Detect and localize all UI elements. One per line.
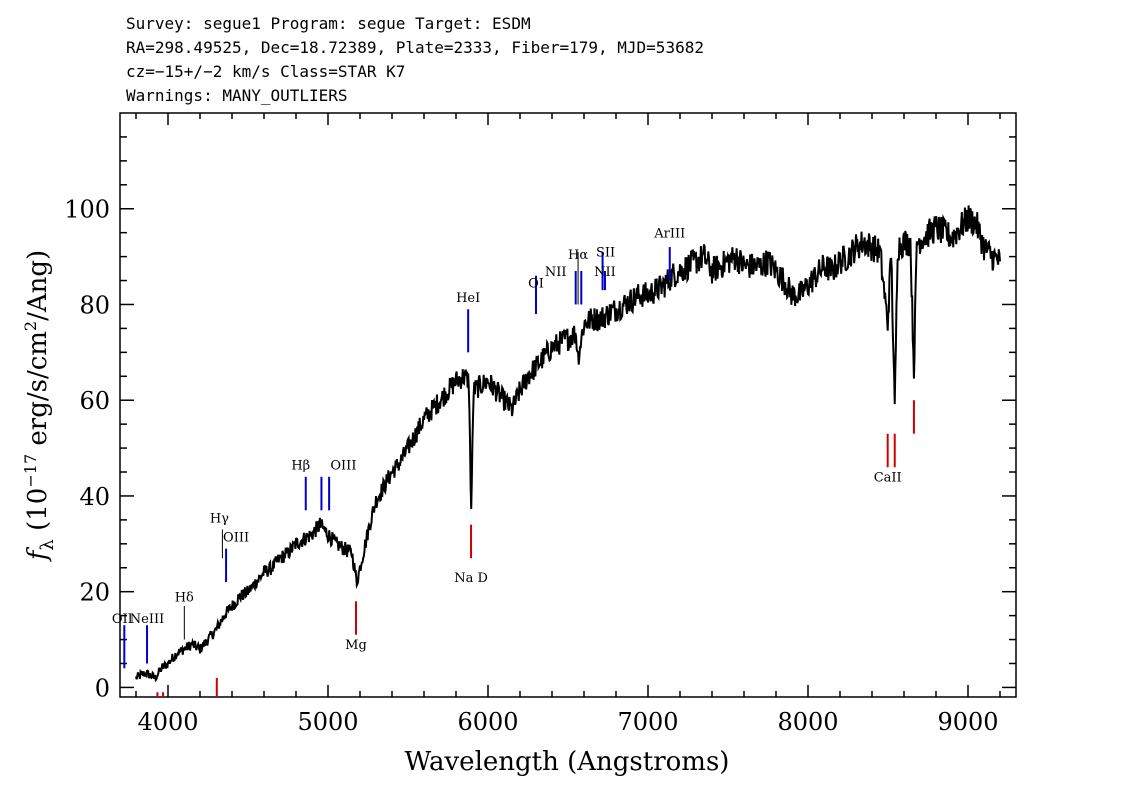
y-tick-label: 20 bbox=[79, 579, 110, 607]
header-line-4: Warnings: MANY_OUTLIERS bbox=[126, 86, 348, 105]
spectral-line-label: OIII bbox=[330, 459, 356, 474]
spectral-line-label: OII bbox=[112, 612, 133, 627]
x-tick-label: 7000 bbox=[617, 708, 678, 736]
spectral-line-label: Na D bbox=[454, 571, 488, 586]
spectral-line-label: OIII bbox=[223, 530, 249, 545]
spectral-line-label: HeI bbox=[456, 291, 480, 306]
spectral-line-label: Hδ bbox=[175, 590, 194, 605]
x-tick-label: 5000 bbox=[297, 708, 358, 736]
spectral-line-label: Hβ bbox=[291, 459, 310, 474]
header-line-2: RA=298.49525, Dec=18.72389, Plate=2333, … bbox=[126, 38, 704, 57]
x-tick-label: 6000 bbox=[457, 708, 518, 736]
header-block: Survey: segue1 Program: segue Target: ES… bbox=[126, 14, 704, 105]
y-axis-unit-pre: (10 bbox=[23, 488, 53, 540]
spectral-line-label: OI bbox=[528, 277, 544, 292]
spectral-line-label: ArIII bbox=[653, 226, 685, 241]
y-tick-label: 60 bbox=[79, 387, 110, 415]
y-tick-label: 0 bbox=[95, 674, 110, 702]
x-tick-label: 8000 bbox=[777, 708, 838, 736]
y-tick-label: 40 bbox=[79, 483, 110, 511]
spectrum-series-line bbox=[135, 205, 1001, 683]
spectral-line-label: Hγ bbox=[210, 511, 229, 526]
spectral-line-label: Hα bbox=[568, 248, 588, 263]
y-tick-label: 80 bbox=[79, 291, 110, 319]
x-axis-title: Wavelength (Angstroms) bbox=[405, 747, 730, 777]
y-axis-title: fλ (10−17 erg/s/cm2/Ang) bbox=[21, 250, 58, 562]
spectral-line-label: Mg bbox=[345, 638, 367, 653]
y-axis-exp2: 2 bbox=[21, 321, 40, 331]
x-tick-labels: 4000 5000 6000 7000 8000 9000 bbox=[137, 708, 998, 736]
y-axis-exp1: −17 bbox=[21, 454, 40, 488]
y-axis-lambda: λ bbox=[37, 539, 58, 550]
x-tick-label: 9000 bbox=[937, 708, 998, 736]
plot-frame bbox=[119, 112, 1017, 698]
header-line-1: Survey: segue1 Program: segue Target: ES… bbox=[126, 14, 531, 33]
y-axis-unit-post: /Ang) bbox=[23, 250, 53, 321]
spectral-line-label: SII bbox=[596, 246, 615, 261]
y-tick-labels: 0 20 40 60 80 100 bbox=[64, 196, 110, 703]
spectral-line-label: NII bbox=[594, 265, 616, 280]
spectral-line-label: CaII bbox=[874, 471, 902, 486]
x-tick-label: 4000 bbox=[137, 708, 198, 736]
axis-ticks bbox=[120, 113, 1016, 697]
y-tick-label: 100 bbox=[64, 196, 110, 224]
spectral-line-label: NeIII bbox=[130, 612, 164, 627]
y-axis-unit-mid: erg/s/cm bbox=[23, 331, 53, 454]
spectral-line-label: NII bbox=[545, 265, 567, 280]
header-line-3: cz=−15+/−2 km/s Class=STAR K7 bbox=[126, 62, 405, 81]
